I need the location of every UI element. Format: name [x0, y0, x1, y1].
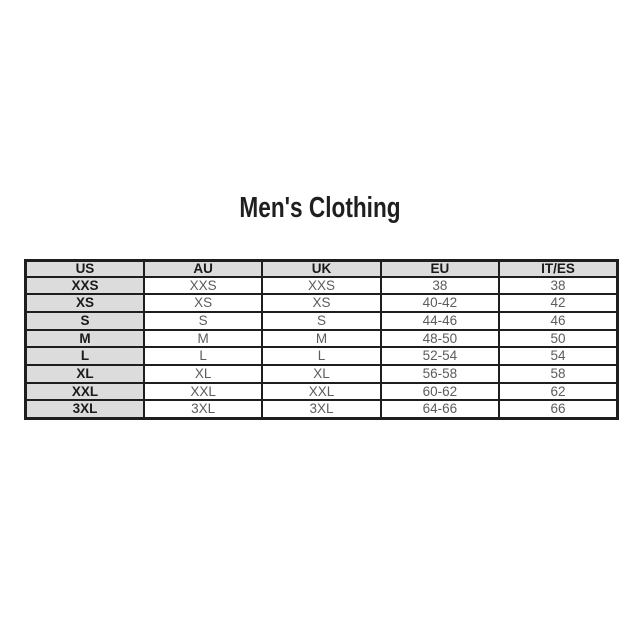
size-cell: 54 — [498, 346, 619, 366]
size-cell: XXL — [261, 381, 382, 402]
size-cell: 42 — [498, 293, 619, 313]
row-header-3xl: 3XL — [24, 399, 145, 420]
table-row: 3XL 3XL 3XL 64-66 66 — [24, 399, 619, 420]
col-header-au: AU — [142, 259, 264, 278]
size-cell: S — [261, 310, 382, 331]
size-cell: L — [261, 346, 382, 366]
size-cell: M — [261, 328, 382, 349]
row-header-xl: XL — [24, 363, 145, 384]
table-row: XXL XXL XXL 60-62 62 — [24, 381, 619, 402]
size-cell: 66 — [498, 399, 619, 420]
col-header-us: US — [24, 259, 145, 278]
row-header-l: L — [24, 346, 145, 366]
table-row: S S S 44-46 46 — [24, 310, 619, 331]
header-row: US AU UK EU IT/ES — [24, 259, 619, 278]
size-cell: 50 — [498, 328, 619, 349]
size-cell: 62 — [498, 381, 619, 402]
row-header-xxl: XXL — [24, 381, 145, 402]
size-cell: 60-62 — [379, 381, 501, 402]
size-cell: 3XL — [142, 399, 264, 420]
size-cell: S — [142, 310, 264, 331]
row-header-m: M — [24, 328, 145, 349]
size-cell: XL — [142, 363, 264, 384]
size-cell: 44-46 — [379, 310, 501, 331]
size-cell: 46 — [498, 310, 619, 331]
size-cell: 64-66 — [379, 399, 501, 420]
size-cell: 40-42 — [379, 293, 501, 313]
size-cell: L — [142, 346, 264, 366]
size-cell: XS — [142, 293, 264, 313]
size-cell: XXS — [142, 275, 264, 296]
size-cell: M — [142, 328, 264, 349]
size-cell: 52-54 — [379, 346, 501, 366]
size-chart-table: US AU UK EU IT/ES XXS XXS XXS 38 38 XS X… — [24, 259, 619, 420]
row-header-xs: XS — [24, 293, 145, 313]
size-chart: US AU UK EU IT/ES XXS XXS XXS 38 38 XS X… — [24, 259, 619, 420]
size-cell: XXS — [261, 275, 382, 296]
size-cell: XL — [261, 363, 382, 384]
size-cell: 38 — [498, 275, 619, 296]
size-cell: 38 — [379, 275, 501, 296]
size-cell: 58 — [498, 363, 619, 384]
col-header-ites: IT/ES — [498, 259, 619, 278]
page-title: Men's Clothing — [239, 192, 401, 224]
table-row: XL XL XL 56-58 58 — [24, 363, 619, 384]
size-cell: 3XL — [261, 399, 382, 420]
size-cell: XS — [261, 293, 382, 313]
size-cell: 48-50 — [379, 328, 501, 349]
table-row: XXS XXS XXS 38 38 — [24, 275, 619, 296]
col-header-uk: UK — [261, 259, 382, 278]
table-row: M M M 48-50 50 — [24, 328, 619, 349]
size-cell: 56-58 — [379, 363, 501, 384]
row-header-xxs: XXS — [24, 275, 145, 296]
size-cell: XXL — [142, 381, 264, 402]
col-header-eu: EU — [379, 259, 501, 278]
table-row: XS XS XS 40-42 42 — [24, 293, 619, 313]
row-header-s: S — [24, 310, 145, 331]
table-row: L L L 52-54 54 — [24, 346, 619, 366]
